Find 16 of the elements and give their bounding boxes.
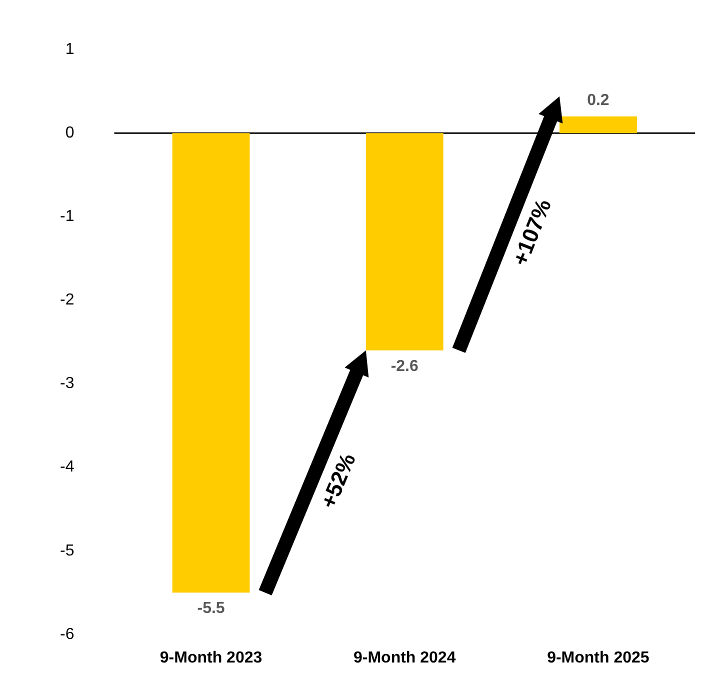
y-tick-label: -4	[60, 458, 74, 476]
data-label: -5.5	[197, 600, 225, 618]
y-tick-label: -3	[60, 375, 74, 392]
x-tick-label: 9-Month 2023	[160, 649, 262, 666]
y-tick-label: 1	[65, 41, 74, 58]
data-label: 0.2	[587, 92, 610, 109]
y-tick-label: -6	[60, 626, 74, 643]
annotation: +52%	[316, 450, 360, 512]
y-tick-label: -2	[60, 292, 74, 309]
x-tick-label: 9-Month 2025	[547, 649, 650, 666]
x-tick-label: 9-Month 2024	[353, 649, 456, 666]
data-label: -2.6	[390, 358, 418, 375]
y-tick-label: -5	[60, 542, 74, 560]
y-tick-label: 0	[65, 124, 74, 142]
y-tick-label: -1	[60, 208, 74, 226]
annotation: +107%	[507, 196, 556, 270]
